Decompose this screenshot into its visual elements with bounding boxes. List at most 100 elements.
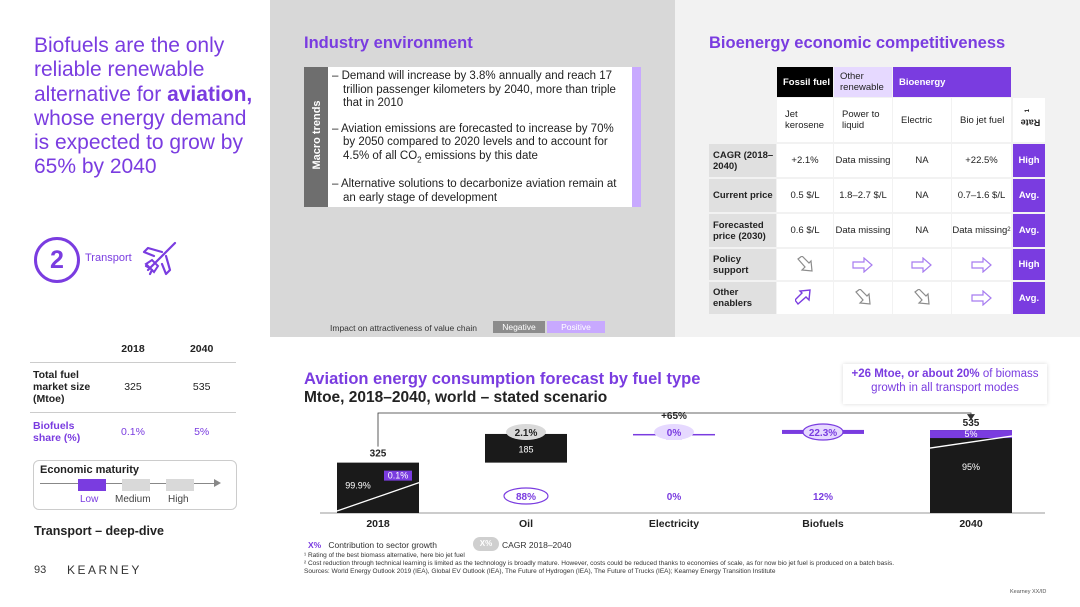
chart-layer: +65%0.1%99.9%3251850265%95%5352.1%0%22.3… xyxy=(320,411,1045,530)
table-row: Total fuel market size (Mtoe) 325 535 xyxy=(30,362,236,413)
arrow-right-icon xyxy=(970,256,992,273)
positive-impact-stripe xyxy=(632,67,641,207)
empty-header xyxy=(30,336,99,363)
cell: 0.7–1.6 $/L xyxy=(952,179,1011,212)
header-2040: 2040 xyxy=(167,336,236,363)
arrow-cell xyxy=(834,249,892,280)
col-jet-kerosene: Jet kerosene xyxy=(777,98,833,142)
arrow-right-icon xyxy=(970,290,992,306)
cell: 0.5 $/L xyxy=(777,179,833,212)
cagr-label-electricity: 0% xyxy=(667,428,682,439)
footnote: ² Cost reduction through technical learn… xyxy=(304,560,895,567)
bar-2040-diagonal xyxy=(929,435,1013,449)
col-power-to-liquid: Power to liquid xyxy=(834,98,892,142)
bullet-text: – Aviation emissions are forecasted to i… xyxy=(332,122,614,162)
row-label-other-enablers: Other enablers xyxy=(709,282,776,314)
macro-trends-box: – Demand will increase by 3.8% annually … xyxy=(328,67,632,207)
col-rate: Rate 1 xyxy=(1013,98,1045,142)
footer-code: Kearney XX/ID xyxy=(1010,589,1047,595)
bar-2040 xyxy=(930,430,1012,513)
label-value-oil: 185 xyxy=(518,444,533,454)
arrow-up-right-icon xyxy=(795,289,811,306)
rate-badge: Avg. xyxy=(1013,179,1045,212)
macro-bullet: – Alternative solutions to decarbonize a… xyxy=(332,178,617,204)
header-bioenergy: Bioenergy xyxy=(893,67,1011,97)
rate-badge: Avg. xyxy=(1013,214,1045,247)
macro-trends-label: Macro trends xyxy=(311,100,323,170)
rate-badge: Avg. xyxy=(1013,282,1045,314)
bar-2018-diagonal xyxy=(336,482,420,512)
row-label: Total fuel market size (Mtoe) xyxy=(30,362,99,413)
maturity-medium-label: Medium xyxy=(115,494,151,505)
industry-title: Industry environment xyxy=(304,34,473,52)
cell: NA xyxy=(893,214,951,247)
arrow-cell xyxy=(777,249,833,280)
cell-value: 0.1% xyxy=(121,426,145,439)
cell: NA xyxy=(893,179,951,212)
rate-badge: High xyxy=(1013,144,1045,177)
cagr-label-oil: 2.1% xyxy=(515,428,538,439)
maturity-title: Economic maturity xyxy=(40,464,140,476)
cell: 1.8–2.7 $/L xyxy=(834,179,892,212)
rate-header-text: Rate 1 xyxy=(1020,108,1040,132)
header-fossil-fuel: Fossil fuel xyxy=(777,67,833,97)
market-table: 2018 2040 Total fuel market size (Mtoe) … xyxy=(30,336,236,452)
row-label: Biofuels share (%) xyxy=(33,420,81,445)
arrow-cell xyxy=(893,282,951,314)
cagr-label-biofuels: 22.3% xyxy=(809,428,837,439)
cell-value: 535 xyxy=(167,362,236,413)
arrow-cell xyxy=(952,249,1011,280)
arrow-down-right-icon xyxy=(914,289,930,305)
arrow-down-right-icon xyxy=(797,255,813,272)
header-2018: 2018 xyxy=(98,336,168,363)
cagr-oval-oil xyxy=(506,424,546,440)
waterfall-chart: +65%0.1%99.9%3251850265%95%5352.1%0%22.3… xyxy=(320,411,1045,530)
legend-cagr-text: CAGR 2018–2040 xyxy=(502,540,572,550)
macro-bullet: – Aviation emissions are forecasted to i… xyxy=(332,123,624,167)
headline-part2: whose energy demand is expected to grow … xyxy=(34,106,247,179)
rate-badge: High xyxy=(1013,249,1045,280)
forecast-subtitle: Mtoe, 2018–2040, world – stated scenario xyxy=(304,389,608,406)
maturity-high-label: High xyxy=(168,494,189,505)
row-label-current-price: Current price xyxy=(709,179,776,212)
contribution-oval-oil xyxy=(503,487,549,505)
category-label-electricity: Electricity xyxy=(649,518,699,530)
page-number: 93 xyxy=(34,564,47,576)
cell: 0.6 $/L xyxy=(777,214,833,247)
cell: +22.5% xyxy=(952,144,1011,177)
maturity-low-label: Low xyxy=(80,494,99,505)
label-2018-oil-share: 99.9% xyxy=(345,481,371,491)
maturity-low-box xyxy=(78,479,106,491)
cell: Data missing xyxy=(834,214,892,247)
impact-label: Impact on attractiveness of value chain xyxy=(330,323,477,333)
bar-2018-biofuel-share xyxy=(384,470,412,481)
cagr-oval-electricity xyxy=(654,424,694,440)
arrow-cell xyxy=(893,249,951,280)
row-label-cagr: CAGR (2018–2040) xyxy=(709,144,776,177)
headline-bold: aviation, xyxy=(167,82,253,106)
label-2040-total: 535 xyxy=(963,418,980,429)
bracket-arrow-icon xyxy=(967,414,975,421)
col-electric: Electric xyxy=(893,98,951,142)
rate-header-label: Rate xyxy=(1020,117,1040,128)
bioenergy-title: Bioenergy economic competitiveness xyxy=(709,34,1006,52)
cell: Data missing 2 xyxy=(952,214,1011,247)
cell-text: Data missing xyxy=(952,225,1008,236)
macro-bullet: – Demand will increase by 3.8% annually … xyxy=(332,70,616,109)
arrow-right-icon xyxy=(911,256,932,273)
forecast-title: Aviation energy consumption forecast by … xyxy=(304,370,701,388)
label-2040-oil-share: 95% xyxy=(962,462,980,472)
arrow-cell xyxy=(777,282,833,314)
callout-bold: +26 Mtoe, or about 20% xyxy=(851,368,980,380)
category-label-biofuels: Biofuels xyxy=(802,518,844,530)
growth-callout: +26 Mtoe, or about 20% of biomass growth… xyxy=(843,364,1047,404)
footnotes: ¹ Rating of the best biomass alternative… xyxy=(304,552,1044,576)
rate-header-sup: 1 xyxy=(1024,108,1031,112)
cell-value: 5% xyxy=(194,426,210,439)
airplane-icon xyxy=(142,241,177,276)
macro-trends-bar xyxy=(304,67,328,207)
legend-contribution: X% Contribution to sector growth xyxy=(308,540,437,550)
legend-cagr-oval: X% xyxy=(473,537,499,551)
callout-rest: of biomass growth in all transport modes xyxy=(871,368,1039,394)
category-label-2040: 2040 xyxy=(959,518,983,530)
